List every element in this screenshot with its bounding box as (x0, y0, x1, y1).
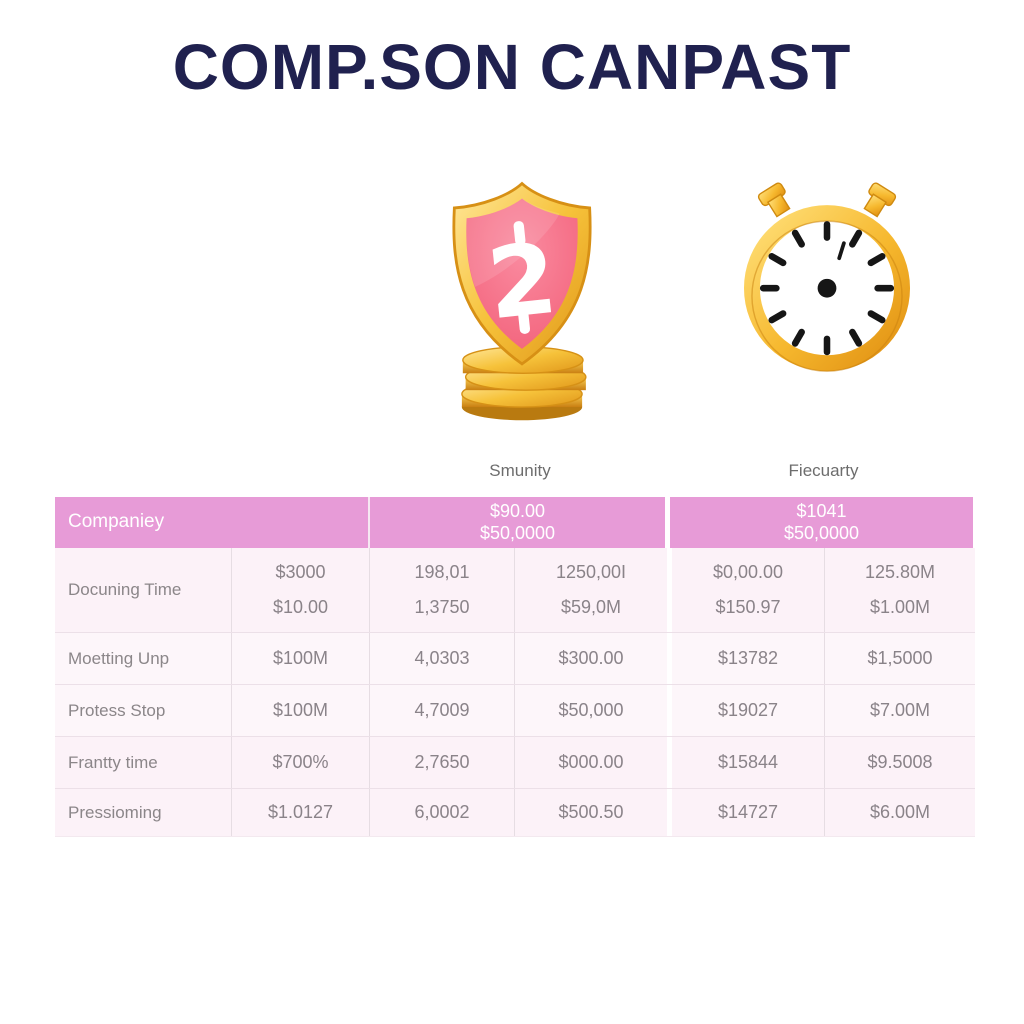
row-label: Docuning Time (55, 548, 232, 632)
cell: $1,5000 (825, 633, 975, 684)
row-label: Moetting Unp (55, 633, 232, 684)
cell: 2,7650 (370, 737, 515, 788)
cell-value: $1,5000 (867, 648, 933, 668)
cell-value: $15844 (717, 752, 779, 772)
cell: $6.00M (825, 789, 975, 836)
cell-value: 4,0303 (414, 648, 470, 668)
header-company-cell: Companiey (55, 497, 370, 548)
cell: $700% (232, 737, 370, 788)
group-label-fiecuarty: Fiecuarty (788, 461, 859, 480)
cell-value: 2,7650 (414, 752, 470, 772)
cell-value: $300.00 (558, 648, 624, 668)
cell: $9.5008 (825, 737, 975, 788)
section-gap (667, 737, 672, 788)
section-gap (667, 633, 672, 684)
cell: $13782 (672, 633, 825, 684)
cell-value: $6.00M (869, 802, 931, 822)
cell: $0,00.00 $150.97 (672, 548, 825, 632)
cell-value: $0,00.00 (712, 562, 784, 582)
cell: $14727 (672, 789, 825, 836)
cell-value: 6,0002 (414, 802, 470, 822)
cell-value: $19027 (717, 700, 779, 720)
cell-value: $150.97 (715, 597, 781, 617)
cell-value: $500.50 (558, 802, 624, 822)
header-fiecuarty-cell: $1041 $50,0000 (670, 497, 973, 548)
cell-value: $59,0M (560, 597, 622, 617)
table-row: Frantty time $700% 2,7650 $000.00 $15844… (55, 737, 975, 789)
stopwatch-icon (733, 170, 921, 382)
shield-dollar-coins-icon: 2 (428, 176, 616, 424)
row-label: Frantty time (55, 737, 232, 788)
section-gap (667, 789, 672, 836)
cell: 125.80M $1.00M (825, 548, 975, 632)
cell-value: $100M (272, 700, 329, 720)
cell-value: $50,000 (558, 700, 624, 720)
cell-value: $10.00 (272, 597, 329, 617)
cell: 6,0002 (370, 789, 515, 836)
row-label: Protess Stop (55, 685, 232, 736)
cell-value: $700% (272, 752, 329, 772)
cell: $1.0127 (232, 789, 370, 836)
cell: $100M (232, 633, 370, 684)
header-fiecuarty-line1: $1041 (796, 501, 847, 522)
header-smunity-line1: $90.00 (489, 501, 546, 522)
header-smunity-line2: $50,0000 (479, 522, 556, 543)
cell-value: 125.80M (864, 562, 936, 582)
section-gap (667, 548, 672, 632)
cell: $000.00 (515, 737, 667, 788)
comparison-table: Companiey $90.00 $50,0000 $1041 $50,0000… (55, 497, 975, 837)
group-label-smunity: Smunity (489, 461, 551, 480)
header-fiecuarty-line2: $50,0000 (783, 522, 860, 543)
cell-value: 1250,00I (555, 562, 627, 582)
table-header-row: Companiey $90.00 $50,0000 $1041 $50,0000 (55, 497, 975, 548)
table-row: Docuning Time $3000 $10.00 198,01 1,3750… (55, 548, 975, 633)
cell-value: $9.5008 (867, 752, 933, 772)
cell-value: 1,3750 (414, 597, 470, 617)
cell-value: 198,01 (414, 562, 470, 582)
table-row: Pressioming $1.0127 6,0002 $500.50 $1472… (55, 789, 975, 837)
cell-value: $1.00M (869, 597, 931, 617)
header-smunity-cell: $90.00 $50,0000 (370, 497, 665, 548)
table-row: Moetting Unp $100M 4,0303 $300.00 $13782… (55, 633, 975, 685)
table-row: Protess Stop $100M 4,7009 $50,000 $19027… (55, 685, 975, 737)
cell: $300.00 (515, 633, 667, 684)
cell: $7.00M (825, 685, 975, 736)
cell: $15844 (672, 737, 825, 788)
cell: 4,0303 (370, 633, 515, 684)
cell: $19027 (672, 685, 825, 736)
row-label: Pressioming (55, 789, 232, 836)
cell-value: 4,7009 (414, 700, 470, 720)
cell: $100M (232, 685, 370, 736)
cell-value: $100M (272, 648, 329, 668)
page-title: COMP.SON CANPAST (172, 31, 852, 103)
cell-value: $13782 (717, 648, 779, 668)
section-gap (665, 497, 670, 548)
cell: $3000 $10.00 (232, 548, 370, 632)
cell: 1250,00I $59,0M (515, 548, 667, 632)
cell-value: $14727 (717, 802, 779, 822)
cell: 198,01 1,3750 (370, 548, 515, 632)
cell-value: $1.0127 (267, 802, 334, 822)
cell: 4,7009 (370, 685, 515, 736)
cell-value: $000.00 (558, 752, 624, 772)
cell-value: $7.00M (869, 700, 931, 720)
section-gap (667, 685, 672, 736)
cell: $500.50 (515, 789, 667, 836)
cell: $50,000 (515, 685, 667, 736)
cell-value: $3000 (275, 562, 326, 582)
